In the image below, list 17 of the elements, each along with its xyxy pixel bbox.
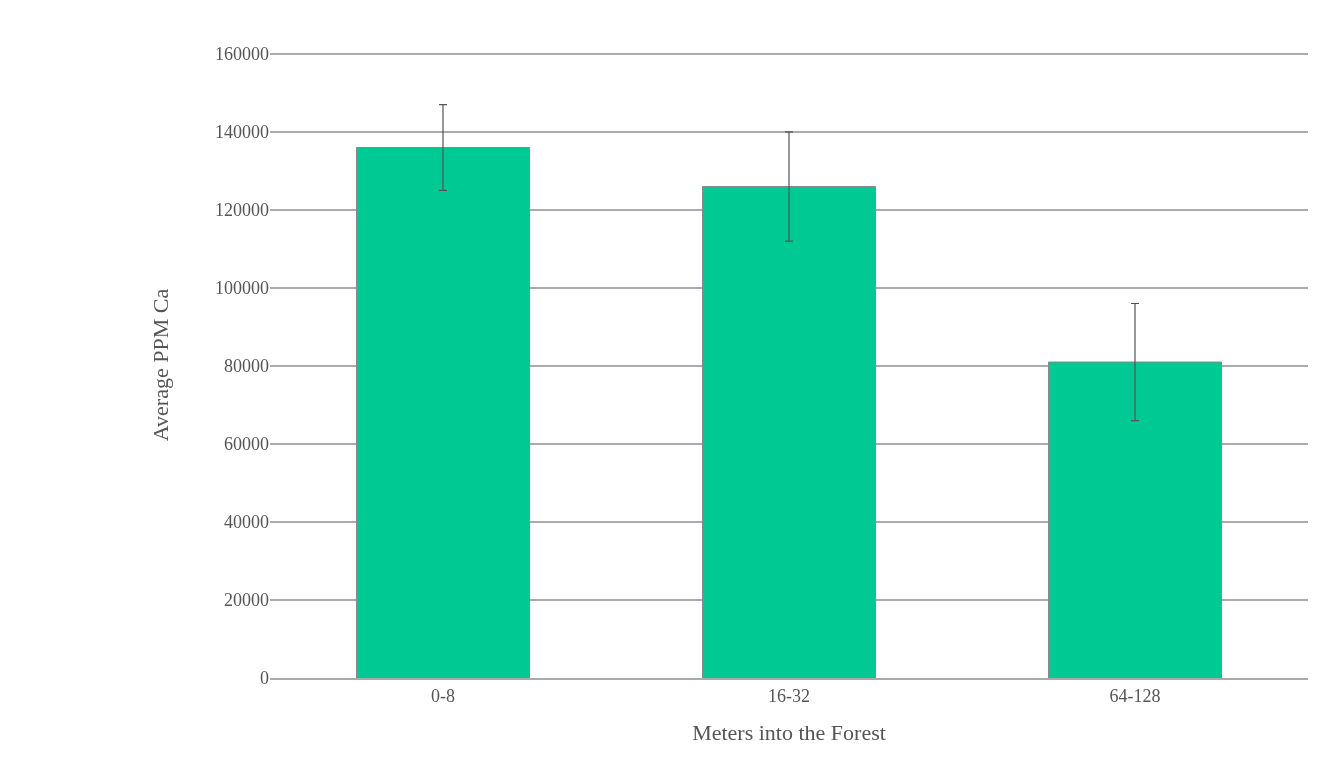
bar (356, 146, 530, 678)
bar (702, 186, 876, 678)
y-tick-label: 80000 (224, 356, 269, 377)
y-tick-label: 20000 (224, 590, 269, 611)
y-tick-label: 160000 (215, 44, 269, 65)
y-tick-label: 120000 (215, 200, 269, 221)
y-tick-label: 100000 (215, 278, 269, 299)
x-tick-label: 64-128 (1109, 685, 1161, 706)
y-tick-label: 40000 (224, 512, 269, 533)
bar (1048, 361, 1222, 678)
x-axis-title: Meters into the Forest (692, 720, 886, 745)
y-tick-label: 140000 (215, 122, 269, 143)
y-tick-label: 60000 (224, 434, 269, 455)
y-tick-label: 0 (260, 668, 269, 689)
x-tick-label: 0-8 (431, 685, 455, 706)
y-axis-title: Average PPM Ca (147, 288, 173, 442)
x-tick-label: 16-32 (768, 685, 810, 706)
